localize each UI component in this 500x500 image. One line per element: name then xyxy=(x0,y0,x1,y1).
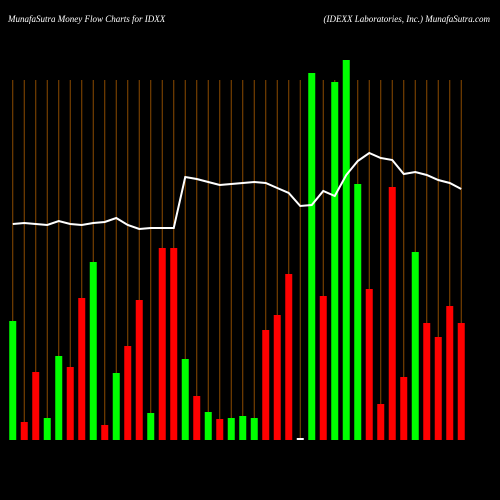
bar xyxy=(285,274,293,440)
bar xyxy=(20,422,28,440)
bar xyxy=(377,404,385,440)
bar xyxy=(170,248,178,440)
bar xyxy=(204,412,212,440)
bar xyxy=(112,373,120,440)
bar xyxy=(66,367,74,440)
bar xyxy=(273,315,281,440)
bar xyxy=(262,330,270,440)
bar xyxy=(434,337,442,440)
flow-line xyxy=(12,151,462,231)
bar xyxy=(400,377,408,440)
bar xyxy=(43,418,51,440)
bar xyxy=(250,418,258,440)
bar xyxy=(446,306,454,440)
bar xyxy=(342,60,350,440)
bar xyxy=(331,82,339,440)
bar xyxy=(78,298,86,440)
bar xyxy=(124,346,132,440)
chart-subtitle: (IDEXX Laboratories, Inc.) MunafaSutra.c… xyxy=(324,14,491,24)
bar xyxy=(319,296,327,440)
bar xyxy=(193,396,201,440)
bar xyxy=(423,323,431,440)
bar xyxy=(239,416,247,440)
bar xyxy=(32,372,40,440)
bar xyxy=(216,419,224,440)
bar xyxy=(181,359,189,440)
bar xyxy=(388,187,396,440)
bar xyxy=(158,248,166,440)
bar xyxy=(365,289,373,440)
bar xyxy=(135,300,143,440)
bar xyxy=(354,184,362,440)
bar xyxy=(411,252,419,440)
bar xyxy=(457,323,465,440)
bar xyxy=(55,356,63,440)
bar xyxy=(147,413,155,440)
bar xyxy=(9,321,17,440)
bar xyxy=(227,418,235,440)
chart-title: MunafaSutra Money Flow Charts for IDXX xyxy=(7,14,166,24)
bar xyxy=(89,262,97,440)
bar xyxy=(101,425,109,440)
bar xyxy=(308,73,316,440)
bar xyxy=(296,438,304,440)
